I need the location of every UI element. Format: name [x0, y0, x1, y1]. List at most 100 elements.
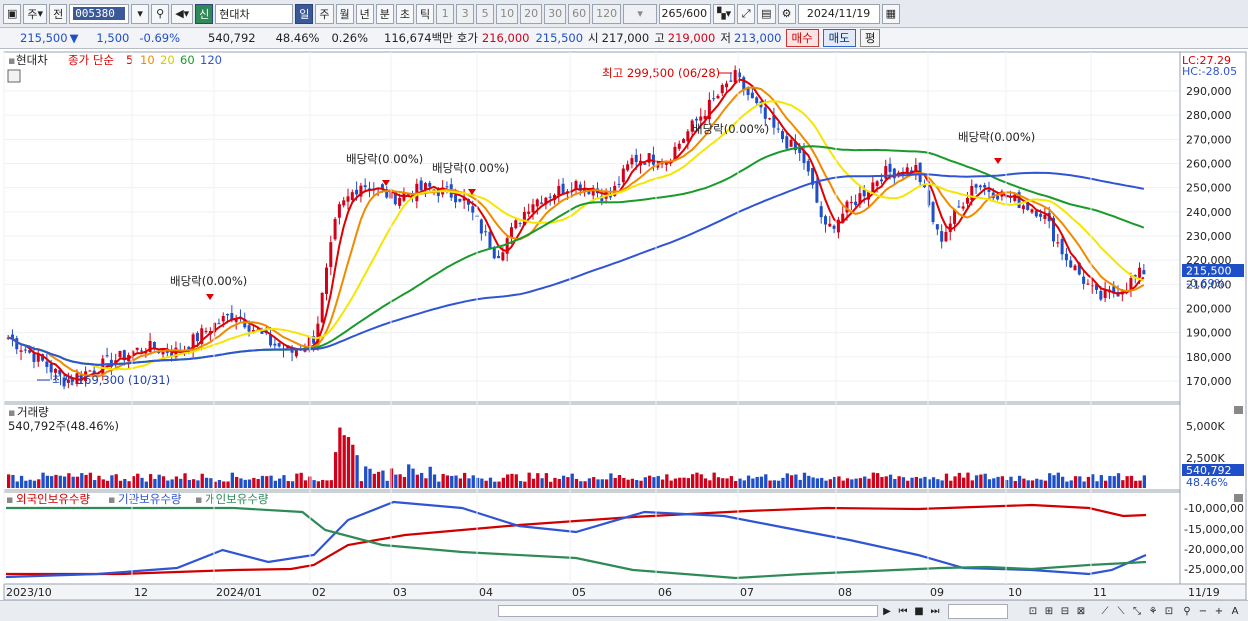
chart-type-icon[interactable]: ▚▾ — [713, 3, 736, 24]
period-tick-tab[interactable]: 틱 — [416, 3, 435, 24]
volume-bar — [841, 480, 845, 488]
interval-3[interactable]: 3 — [456, 3, 475, 24]
period-day-tab[interactable]: 일 — [295, 3, 314, 24]
zoom-icon[interactable]: ⚲ — [1183, 606, 1191, 617]
candle-body — [600, 195, 604, 201]
zoom-in-icon[interactable]: + — [1214, 606, 1224, 617]
calendar-icon[interactable]: ▦ — [881, 3, 900, 24]
candle-body — [1077, 262, 1081, 275]
volume-bar — [1078, 476, 1082, 488]
first-icon[interactable]: ⏮ — [898, 606, 908, 617]
layout-2-icon[interactable]: ⊞ — [1044, 606, 1054, 617]
draw-tool-icon[interactable]: ⤢ — [737, 3, 756, 24]
candle-body — [1120, 292, 1124, 295]
draw-line-icon[interactable]: ⟋ — [1101, 606, 1109, 617]
x-axis-area — [3, 583, 1247, 600]
volume-bar — [531, 478, 536, 488]
settings-icon[interactable]: ⚙ — [777, 3, 796, 24]
candle-body — [505, 238, 509, 254]
chart-scrollbar[interactable] — [498, 605, 878, 617]
save-icon[interactable]: ▤ — [757, 3, 776, 24]
period-unit-select[interactable]: 주 ▾ — [23, 3, 48, 24]
interval-120[interactable]: 120 — [592, 3, 622, 24]
volume-bar — [540, 478, 544, 488]
period-minute-tab[interactable]: 분 — [375, 3, 394, 24]
candle-body — [824, 216, 828, 225]
candle-body — [363, 185, 367, 188]
volume-bar — [1035, 478, 1039, 488]
layout-1-icon[interactable]: ⊡ — [1028, 606, 1038, 617]
stop-icon[interactable]: ■ — [914, 606, 924, 617]
volume-bar — [691, 474, 695, 488]
candle-body — [277, 343, 281, 347]
scroll-right-icon[interactable]: ▶ — [883, 606, 891, 617]
interval-10[interactable]: 10 — [496, 3, 519, 24]
volume-bar — [987, 479, 992, 488]
legend-foreign: 외국인보유수량 — [16, 492, 90, 506]
layout-4-icon[interactable]: ⊠ — [1076, 606, 1086, 617]
volume-bar — [1056, 472, 1060, 488]
high-marker: 최고 299,500 (06/28) — [602, 66, 720, 80]
volume-bar — [725, 478, 729, 488]
sound-icon[interactable]: ◀▾ — [171, 3, 194, 24]
window-layout-icon[interactable]: ▣ — [3, 3, 22, 24]
candle-body — [905, 167, 909, 173]
candle-body — [157, 351, 161, 354]
eval-button[interactable]: 평 — [859, 29, 881, 47]
volume-bar — [613, 477, 617, 488]
interval-30[interactable]: 30 — [544, 3, 567, 24]
candle-body — [1064, 253, 1068, 261]
candle-body — [544, 197, 548, 205]
date-input[interactable]: 2024/11/19 — [797, 3, 880, 24]
volume-bar — [850, 479, 854, 488]
stock-code-input[interactable] — [69, 3, 130, 24]
draw-ray-icon[interactable]: ⤡ — [1133, 606, 1141, 617]
sell-button[interactable]: 매도 — [822, 29, 856, 47]
volume-bar — [983, 473, 987, 488]
interval-custom-input[interactable]: ▾ — [623, 3, 658, 24]
candle-body — [914, 164, 918, 173]
stock-code-field[interactable] — [73, 7, 126, 20]
buy-button[interactable]: 매수 — [785, 29, 819, 47]
zoom-slider[interactable] — [948, 604, 1008, 619]
candle-body — [62, 377, 66, 387]
zoom-out-icon[interactable]: − — [1198, 606, 1208, 617]
candle-body — [58, 369, 62, 375]
holding-panel-close-icon[interactable] — [1234, 494, 1243, 502]
candle-body — [578, 184, 582, 191]
interval-60[interactable]: 60 — [568, 3, 591, 24]
interval-5[interactable]: 5 — [476, 3, 495, 24]
draw-fib-icon[interactable]: ⚘ — [1148, 606, 1158, 617]
period-month-tab[interactable]: 월 — [335, 3, 354, 24]
stock-chart[interactable]: 290,000 280,000 270,000 260,000 250,000 240,0… — [0, 50, 1248, 600]
period-year-tab[interactable]: 년 — [355, 3, 374, 24]
volume-bar — [88, 472, 93, 488]
search-icon[interactable]: ⚲ — [151, 3, 170, 24]
prev-button[interactable]: 전 — [49, 3, 68, 24]
interval-1[interactable]: 1 — [436, 3, 455, 24]
bar-count-field[interactable]: 265/600 — [659, 3, 712, 24]
font-size-icon[interactable]: A — [1231, 606, 1239, 617]
price-y-tick: 220,000 — [1186, 254, 1232, 267]
candle-body — [152, 341, 156, 350]
volume-bar — [157, 474, 161, 488]
stock-name-field[interactable]: 현대차 — [215, 3, 294, 24]
volume-bar — [789, 475, 794, 488]
fit-icon[interactable]: ⊡ — [1164, 606, 1174, 617]
volume-bar — [153, 478, 157, 488]
volume-panel-close-icon[interactable] — [1234, 406, 1243, 414]
layout-3-icon[interactable]: ⊟ — [1060, 606, 1070, 617]
candle-body — [772, 115, 776, 128]
legend-ma20: 20 — [160, 53, 175, 67]
code-dropdown-icon[interactable]: ▾ — [131, 3, 150, 24]
candle-body — [768, 118, 772, 120]
period-second-tab[interactable]: 초 — [395, 3, 415, 24]
volume-bar — [269, 475, 273, 488]
next-icon[interactable]: ⏭ — [930, 606, 940, 617]
draw-trend-icon[interactable]: ⟍ — [1117, 606, 1125, 617]
table-icon[interactable] — [7, 69, 21, 83]
open-label: 시 — [588, 31, 599, 45]
period-week-tab[interactable]: 주 — [315, 3, 334, 24]
volume-bar — [437, 481, 441, 488]
interval-20[interactable]: 20 — [520, 3, 543, 24]
